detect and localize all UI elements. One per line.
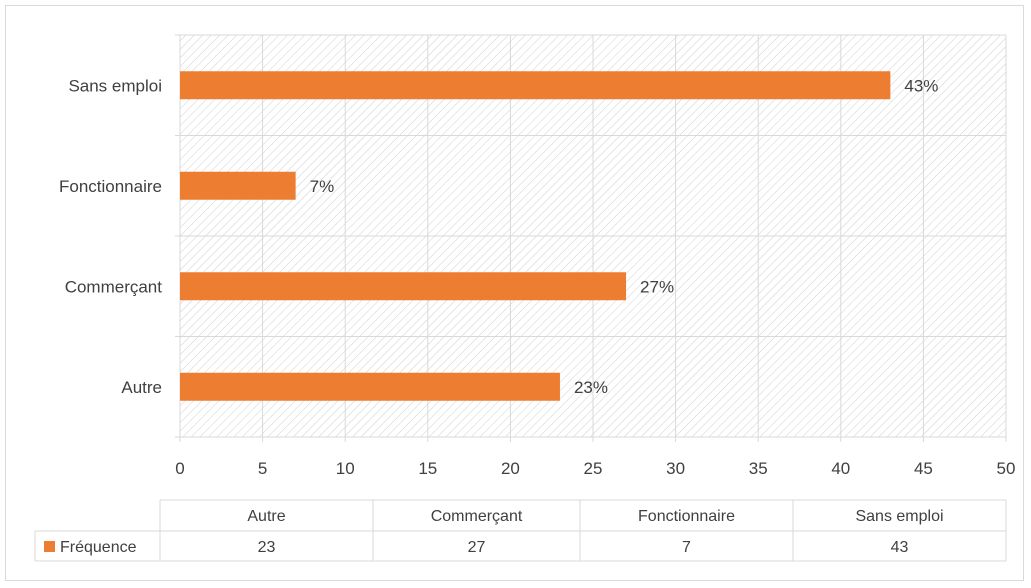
table-value-cell: 27: [468, 539, 486, 556]
legend-key: [44, 541, 55, 552]
table-value-cell: 23: [258, 539, 276, 556]
x-tick-label: 50: [997, 459, 1016, 478]
data-label: 43%: [904, 76, 938, 95]
table-header-cell: Sans emploi: [855, 508, 943, 525]
y-category-label: Commerçant: [65, 277, 163, 296]
table-header-cell: Autre: [247, 508, 285, 525]
x-tick-label: 0: [175, 459, 184, 478]
bar-sans-emploi: [180, 71, 891, 100]
x-tick-label: 40: [831, 459, 850, 478]
x-tick-label: 30: [666, 459, 685, 478]
bar-fonctionnaire: [180, 171, 296, 200]
bar-autre: [180, 372, 560, 401]
x-tick-label: 35: [749, 459, 768, 478]
table-header-cell: Fonctionnaire: [638, 508, 735, 525]
data-label: 27%: [640, 277, 674, 296]
data-label: 23%: [574, 378, 608, 397]
y-category-label: Autre: [121, 378, 162, 397]
x-tick-label: 10: [336, 459, 355, 478]
table-value-cell: 7: [682, 539, 691, 556]
y-category-label: Fonctionnaire: [59, 177, 162, 196]
x-tick-label: 45: [914, 459, 933, 478]
data-label: 7%: [310, 177, 335, 196]
table-header-cell: Commerçant: [431, 508, 523, 525]
bar-commer-ant: [180, 272, 627, 301]
x-tick-label: 5: [258, 459, 267, 478]
y-category-label: Sans emploi: [68, 76, 162, 95]
x-tick-label: 25: [584, 459, 603, 478]
table-row-label: Fréquence: [60, 539, 137, 556]
table-value-cell: 43: [891, 539, 909, 556]
x-tick-label: 15: [418, 459, 437, 478]
x-tick-label: 20: [501, 459, 520, 478]
